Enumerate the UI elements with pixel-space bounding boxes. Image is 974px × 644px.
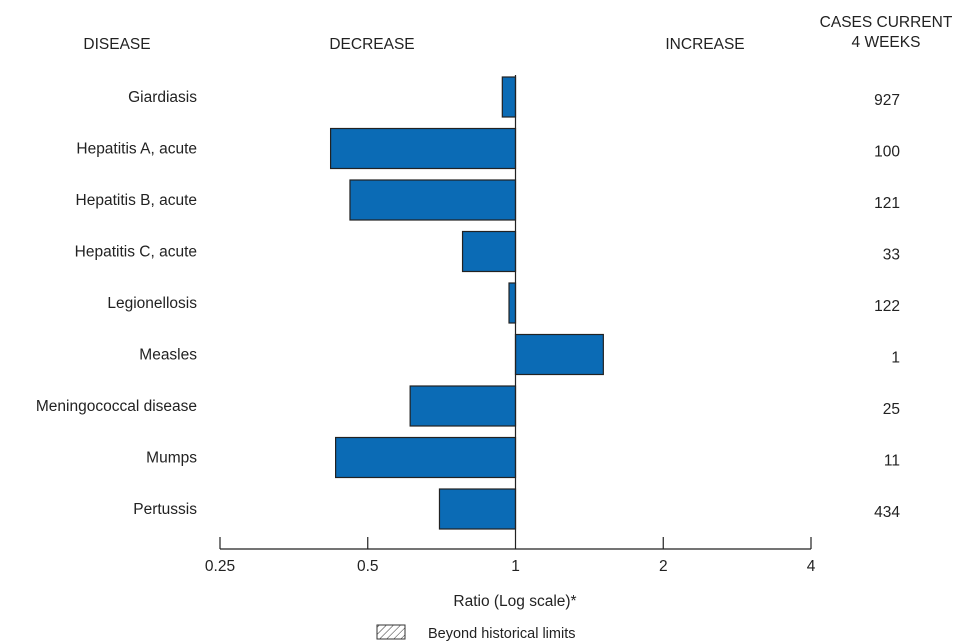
cases-value: 11 xyxy=(884,453,900,470)
header-cases-line1: CASES CURRENT xyxy=(820,14,953,31)
cases-value: 121 xyxy=(874,195,900,212)
legend-hatch-swatch xyxy=(376,624,406,640)
x-tick-label: 4 xyxy=(807,558,816,575)
category-label: Mumps xyxy=(146,450,197,467)
category-label-group: Giardiasis Hepatitis A, acute Hepatitis B,… xyxy=(36,89,197,518)
category-label: Giardiasis xyxy=(128,89,197,106)
header-increase: INCREASE xyxy=(665,36,744,53)
bar xyxy=(349,179,517,221)
bar xyxy=(335,436,517,479)
cases-value: 1 xyxy=(891,350,900,367)
legend-label: Beyond historical limits xyxy=(428,626,575,642)
bar-group xyxy=(329,76,604,530)
x-tick-label: 2 xyxy=(659,558,668,575)
category-label: Meningococcal disease xyxy=(36,398,197,415)
bar xyxy=(409,385,517,427)
cases-value: 122 xyxy=(874,298,900,315)
bar xyxy=(514,333,604,376)
header-decrease: DECREASE xyxy=(329,36,414,53)
header-cases-line2: 4 WEEKS xyxy=(852,34,921,51)
header-disease: DISEASE xyxy=(83,36,150,53)
bar xyxy=(438,488,517,530)
cases-value: 100 xyxy=(874,144,900,161)
cases-value: 33 xyxy=(883,247,900,264)
bar xyxy=(501,76,517,118)
category-label: Measles xyxy=(139,347,197,364)
x-tick-label: 1 xyxy=(511,558,520,575)
x-axis-title: Ratio (Log scale)* xyxy=(453,593,576,610)
category-label: Hepatitis C, acute xyxy=(75,244,197,261)
cases-value: 25 xyxy=(883,401,900,418)
cases-value: 434 xyxy=(874,504,900,521)
cases-value: 927 xyxy=(874,92,900,109)
cases-value-group: 927 100 121 33 122 1 25 11 434 xyxy=(874,92,900,521)
category-label: Hepatitis B, acute xyxy=(76,192,197,209)
category-label: Legionellosis xyxy=(107,295,197,312)
x-tick-label: 0.25 xyxy=(205,558,235,575)
bar xyxy=(461,230,517,273)
category-label: Hepatitis A, acute xyxy=(76,141,197,158)
x-tick-label: 0.5 xyxy=(357,558,379,575)
bar xyxy=(329,127,517,170)
category-label: Pertussis xyxy=(133,501,197,518)
x-axis: 0.25 0.5 1 2 4 xyxy=(205,75,816,575)
bar xyxy=(508,282,517,324)
